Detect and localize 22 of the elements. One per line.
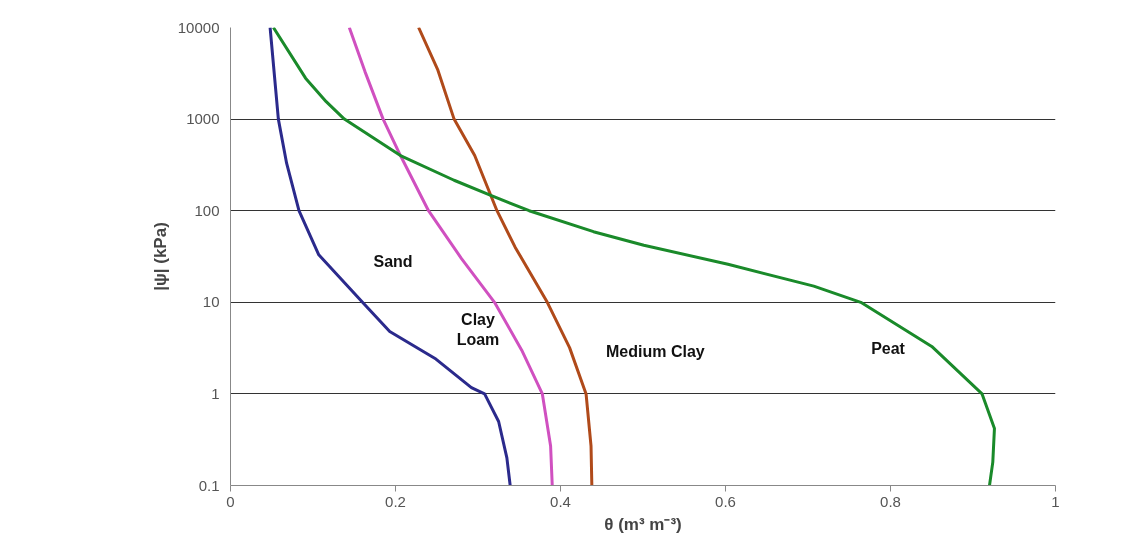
series-label: Medium Clay <box>606 343 705 361</box>
y-tick-label: 1 <box>211 384 220 402</box>
series-label: Clay Loam <box>456 311 500 349</box>
x-tick-label: 0.8 <box>880 492 901 510</box>
x-tick-label: 0.6 <box>715 492 736 510</box>
x-tick-label: 1 <box>1051 492 1060 510</box>
series-label: Peat <box>871 339 906 357</box>
series-label: Sand <box>373 252 413 270</box>
line-series <box>347 27 554 486</box>
y-tick-label: 10000 <box>177 18 220 36</box>
line-series <box>271 27 996 486</box>
y-tick-label: 1000 <box>186 110 220 128</box>
x-tick-label: 0.4 <box>550 492 571 510</box>
x-axis-title: θ (m³ m⁻³) <box>604 514 682 534</box>
x-tick-label: 0 <box>226 492 235 510</box>
line-series <box>417 27 594 486</box>
x-tick-label: 0.2 <box>385 492 406 510</box>
y-axis-title: |ψ| (kPa) <box>150 222 170 291</box>
y-tick-label: 10 <box>202 293 220 311</box>
y-tick-label: 100 <box>194 201 220 219</box>
line-series <box>268 27 512 486</box>
y-tick-label: 0.1 <box>198 476 220 494</box>
